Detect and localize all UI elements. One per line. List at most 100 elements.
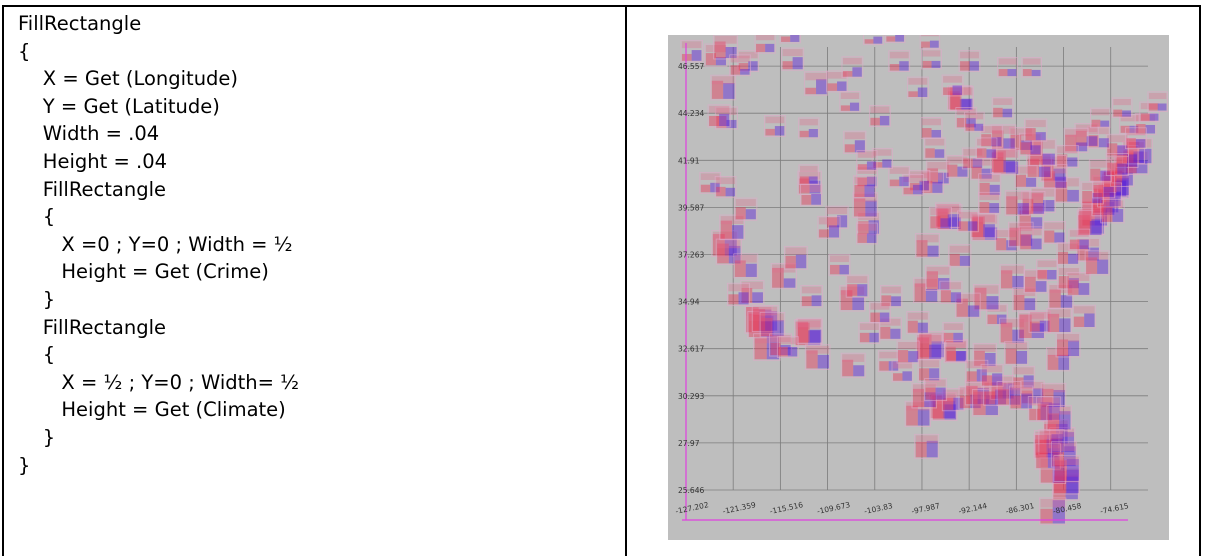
glyph-top-band: [974, 344, 996, 352]
glyph-top-band: [711, 76, 735, 85]
glyph-top-band: [818, 217, 840, 225]
crime-bar: [711, 80, 724, 99]
glyph-outline: [1014, 165, 1038, 189]
glyph-top-band: [1054, 456, 1079, 466]
climate-bar: [908, 351, 919, 363]
glyph-outline: [919, 35, 941, 50]
glyph-top-band: [801, 185, 821, 193]
crime-bar: [798, 178, 810, 194]
crime-bar: [886, 36, 896, 42]
glyph-top-band: [1140, 103, 1159, 110]
glyph-outline: [704, 43, 728, 67]
glyph-outline: [1012, 287, 1037, 312]
climate-bar: [869, 332, 879, 343]
glyph-top-band: [700, 173, 720, 180]
crime-bar: [922, 180, 933, 193]
crime-bar: [930, 216, 941, 229]
climate-bar: [986, 149, 996, 158]
climate-bar: [1059, 411, 1071, 430]
glyph-top-band: [756, 35, 775, 41]
climate-bar: [1067, 157, 1078, 167]
city-glyph: [798, 164, 820, 185]
climate-bar: [1157, 103, 1167, 111]
crime-bar: [974, 350, 985, 366]
crime-bar: [1075, 130, 1087, 146]
climate-bar: [1076, 142, 1088, 152]
city-glyph: [719, 214, 745, 241]
glyph-outline: [1021, 57, 1042, 78]
city-glyph: [1126, 137, 1153, 165]
climate-bar: [1047, 435, 1059, 455]
crime-bar: [906, 405, 918, 426]
climate-bar: [1046, 439, 1058, 458]
glyph-top-band: [922, 50, 941, 57]
glyph-top-band: [922, 172, 943, 180]
glyph-top-band: [1077, 238, 1099, 247]
climate-bar: [811, 295, 822, 307]
city-glyph: [1066, 272, 1091, 297]
crime-bar: [805, 87, 817, 95]
glyph-top-band: [705, 45, 726, 53]
crime-bar: [996, 238, 1007, 251]
glyph-top-band: [945, 340, 967, 348]
climate-bar: [1026, 177, 1037, 187]
cell-divider: [625, 5, 627, 556]
glyph-top-band: [1035, 431, 1059, 440]
glyph-outline: [999, 317, 1026, 344]
glyph-outline: [999, 264, 1026, 290]
climate-bar: [774, 126, 785, 136]
crime-bar: [977, 148, 987, 158]
crime-bar: [1140, 113, 1150, 121]
glyph-top-band: [893, 361, 912, 369]
city-glyph: [800, 285, 823, 308]
glyph-outline: [891, 360, 914, 383]
climate-bar: [891, 296, 901, 307]
glyph-outline: [958, 50, 981, 73]
climate-bar: [940, 218, 951, 229]
climate-bar: [983, 224, 995, 238]
glyph-top-band: [947, 156, 968, 164]
city-glyph: [711, 230, 739, 257]
crime-bar: [1025, 276, 1036, 292]
climate-bar: [795, 254, 807, 269]
glyph-top-band: [940, 282, 962, 290]
glyph-outline: [699, 171, 722, 194]
glyph-top-band: [981, 126, 1002, 134]
city-glyph: [804, 344, 831, 370]
city-glyph: [1046, 307, 1072, 334]
glyph-outline: [978, 191, 1001, 215]
city-glyph: [1119, 113, 1140, 135]
climate-bar: [1054, 232, 1065, 243]
climate-bar: [766, 335, 780, 360]
crime-bar: [734, 260, 746, 277]
crime-bar: [922, 128, 932, 138]
crime-bar: [903, 187, 913, 195]
glyph-top-band: [1047, 309, 1071, 318]
crime-bar: [857, 233, 867, 243]
crime-bar: [870, 117, 880, 126]
climate-bar: [1042, 153, 1055, 165]
crime-bar: [949, 253, 960, 266]
city-glyph: [920, 117, 943, 139]
city-glyph: [845, 274, 869, 298]
glyph-outline: [1042, 419, 1069, 446]
climate-bar: [852, 67, 862, 77]
climate-bar: [932, 181, 943, 193]
climate-bar: [1023, 375, 1034, 388]
climate-bar: [765, 43, 775, 53]
glyph-outline: [680, 39, 703, 63]
glyph-top-band: [1022, 58, 1041, 65]
glyph-outline: [1009, 127, 1034, 152]
climate-bar: [873, 36, 883, 44]
city-glyph: [888, 165, 911, 188]
glyph-outline: [941, 388, 965, 412]
crime-bar: [925, 387, 936, 400]
climate-bar: [917, 87, 928, 97]
glyph-top-band: [1010, 128, 1032, 137]
glyph-outline: [888, 165, 911, 188]
glyph-outline: [1012, 365, 1036, 389]
crime-bar: [1035, 435, 1048, 455]
glyph-top-band: [956, 294, 980, 303]
glyph-top-band: [870, 303, 890, 310]
y-tick-label: 41.91: [678, 156, 700, 165]
